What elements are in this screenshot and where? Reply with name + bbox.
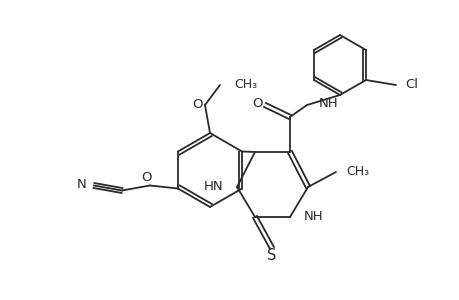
Text: HN: HN: [203, 181, 223, 194]
Text: O: O: [141, 171, 152, 184]
Text: NH: NH: [303, 211, 323, 224]
Text: N: N: [77, 178, 87, 191]
Text: CH₃: CH₃: [234, 77, 257, 91]
Text: CH₃: CH₃: [345, 164, 368, 178]
Text: O: O: [192, 98, 203, 110]
Text: Cl: Cl: [404, 77, 417, 91]
Text: O: O: [252, 97, 263, 110]
Text: NH: NH: [318, 97, 338, 110]
Text: S: S: [267, 248, 276, 262]
